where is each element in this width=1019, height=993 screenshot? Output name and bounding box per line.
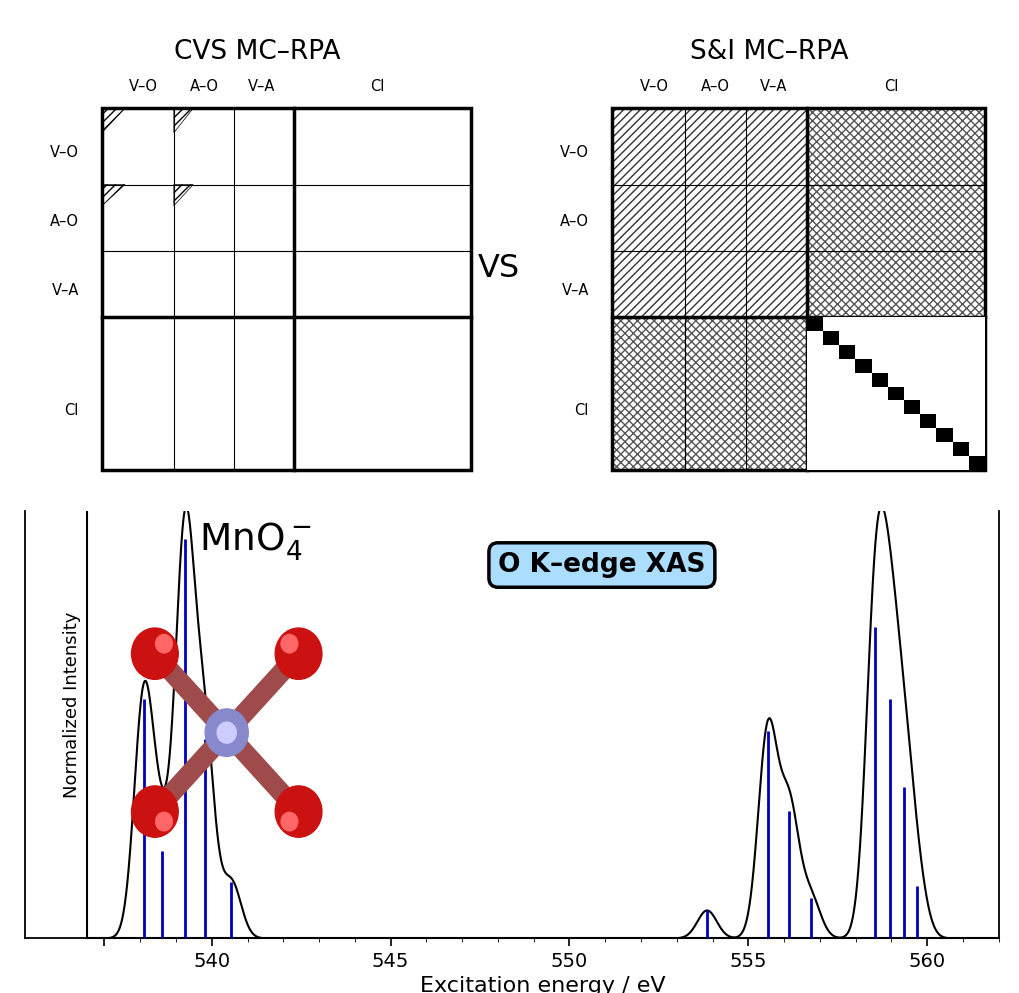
FancyBboxPatch shape	[20, 15, 494, 516]
Ellipse shape	[275, 628, 322, 679]
Text: VS: VS	[478, 252, 521, 284]
Bar	[953, 442, 969, 456]
Bar	[746, 251, 807, 317]
Ellipse shape	[275, 785, 322, 837]
Text: CVS MC–RPA: CVS MC–RPA	[174, 39, 340, 65]
Text: V–O: V–O	[640, 78, 669, 93]
Y-axis label: Normalized Intensity: Normalized Intensity	[63, 612, 82, 798]
Ellipse shape	[281, 812, 298, 831]
Bar	[612, 185, 685, 251]
Bar	[855, 358, 871, 372]
Text: A–O: A–O	[559, 213, 589, 229]
Text: CI: CI	[64, 403, 78, 418]
Text: A–O: A–O	[701, 78, 730, 93]
Ellipse shape	[156, 635, 172, 653]
Bar	[612, 251, 685, 317]
Bar	[612, 108, 985, 470]
Bar	[685, 108, 746, 185]
Ellipse shape	[131, 628, 178, 679]
Text: V–A: V–A	[760, 78, 788, 93]
Ellipse shape	[281, 635, 298, 653]
Text: V–O: V–O	[50, 145, 78, 160]
Text: O K–edge XAS: O K–edge XAS	[498, 552, 705, 578]
Ellipse shape	[205, 709, 249, 757]
Bar	[102, 108, 471, 470]
Bar	[807, 317, 823, 331]
Text: MnO$_4^-$: MnO$_4^-$	[199, 520, 312, 563]
Bar	[920, 414, 936, 428]
Bar	[746, 317, 807, 470]
Text: A–O: A–O	[50, 213, 78, 229]
Bar	[807, 108, 985, 185]
Bar	[936, 428, 953, 442]
Bar	[840, 345, 855, 358]
Text: V–A: V–A	[249, 78, 275, 93]
Bar	[612, 317, 685, 470]
Ellipse shape	[217, 722, 236, 743]
Bar	[871, 372, 888, 386]
Bar	[612, 108, 685, 185]
Bar	[746, 185, 807, 251]
Text: CI: CI	[883, 78, 899, 93]
Bar	[685, 317, 746, 470]
Text: V–A: V–A	[51, 283, 78, 298]
Ellipse shape	[131, 785, 178, 837]
Bar	[807, 185, 985, 251]
Bar	[685, 251, 746, 317]
Text: V–O: V–O	[559, 145, 589, 160]
Text: V–O: V–O	[129, 78, 158, 93]
Bar	[904, 400, 920, 414]
Ellipse shape	[156, 812, 172, 831]
FancyBboxPatch shape	[530, 15, 1009, 516]
Text: A–O: A–O	[190, 78, 218, 93]
Text: CI: CI	[575, 403, 589, 418]
Text: S&I MC–RPA: S&I MC–RPA	[690, 39, 849, 65]
Text: CI: CI	[371, 78, 385, 93]
Bar	[746, 108, 807, 185]
X-axis label: Excitation energy / eV: Excitation energy / eV	[420, 976, 665, 993]
Text: V–A: V–A	[561, 283, 589, 298]
Bar	[888, 386, 904, 400]
Bar	[807, 317, 985, 470]
Bar	[685, 185, 746, 251]
Bar	[807, 251, 985, 317]
Bar	[823, 331, 840, 345]
Bar	[969, 456, 985, 470]
